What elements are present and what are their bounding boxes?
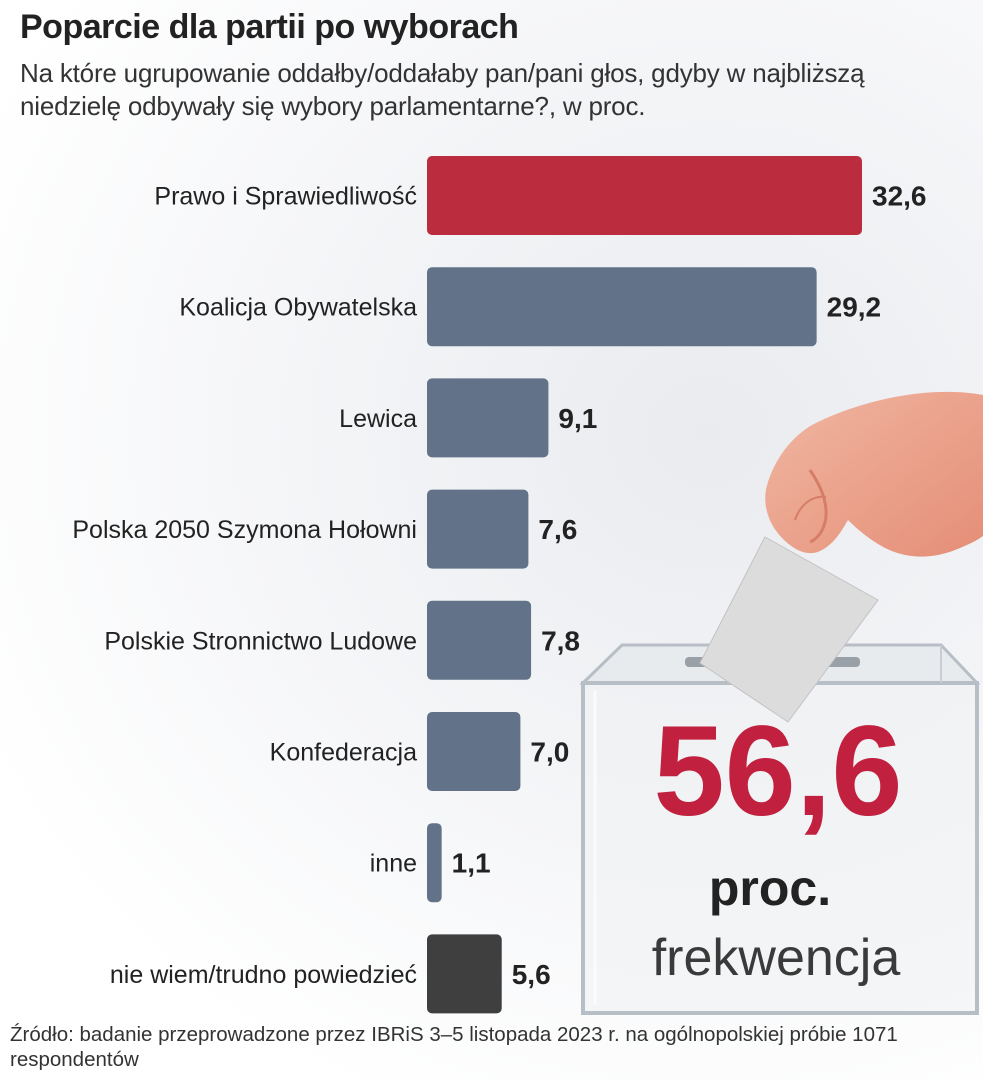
page-subtitle: Na które ugrupowanie oddałby/oddałaby pa… <box>20 58 865 121</box>
page-title: Poparcie dla partii po wyborach <box>20 8 519 46</box>
chart-canvas: Prawo i Sprawiedliwość 32,6 Koalicja Obywa… <box>72 156 983 1015</box>
category-label: inne <box>370 850 417 878</box>
bar <box>427 823 442 903</box>
value-label: 1,1 <box>452 848 491 879</box>
bar <box>427 489 529 569</box>
turnout-caption: frekwencja <box>652 929 901 987</box>
voting-hand-icon <box>699 391 983 723</box>
turnout-value: 56,6 <box>653 700 902 843</box>
bar <box>427 712 521 791</box>
category-label: Lewica <box>339 405 417 433</box>
value-label: 32,6 <box>872 181 927 212</box>
bar <box>427 378 549 458</box>
bar <box>427 600 532 680</box>
value-label: 5,6 <box>512 959 551 990</box>
source-note: Źródło: badanie przeprowadzone przez IBR… <box>10 1023 898 1071</box>
turnout-unit: proc. <box>709 860 831 916</box>
category-label: Polska 2050 Szymona Hołowni <box>72 516 417 544</box>
category-label: nie wiem/trudno powiedzieć <box>110 961 417 989</box>
bar <box>427 934 502 1014</box>
bar <box>427 267 817 347</box>
bar <box>427 156 862 235</box>
value-label: 9,1 <box>558 403 597 434</box>
category-label: Konfederacja <box>270 739 417 767</box>
category-label: Prawo i Sprawiedliwość <box>154 183 417 211</box>
category-label: Polskie Stronnictwo Ludowe <box>104 627 417 655</box>
category-label: Koalicja Obywatelska <box>179 294 417 322</box>
value-label: 29,2 <box>827 292 882 323</box>
value-label: 7,8 <box>541 625 580 656</box>
ballot-box-icon <box>579 643 981 1015</box>
bars: Prawo i Sprawiedliwość 32,6 Koalicja Obywa… <box>72 156 927 1014</box>
value-label: 7,6 <box>538 514 577 545</box>
value-label: 7,0 <box>530 737 569 768</box>
